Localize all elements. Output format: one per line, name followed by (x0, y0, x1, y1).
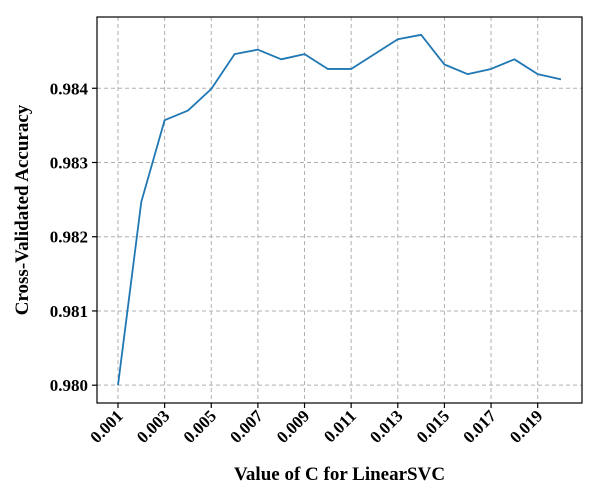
y-tick-label: 0.983 (50, 153, 88, 172)
x-axis-title: Value of C for LinearSVC (234, 464, 445, 485)
y-tick-label: 0.984 (50, 79, 89, 98)
y-tick-label: 0.980 (50, 376, 88, 395)
x-tick-label: 0.007 (226, 406, 267, 447)
x-tick-label: 0.005 (180, 406, 220, 446)
x-tick-label: 0.017 (459, 406, 500, 447)
x-tick-label: 0.009 (273, 406, 313, 446)
y-axis: 0.980 0.981 0.982 0.983 0.984 (50, 79, 97, 395)
x-tick-label: 0.011 (320, 406, 360, 446)
x-tick-label: 0.003 (133, 406, 173, 446)
x-tick-label: 0.013 (366, 406, 406, 446)
y-tick-label: 0.982 (50, 228, 88, 247)
x-tick-label: 0.015 (413, 406, 453, 446)
series-layer (117, 33, 562, 386)
grid (97, 17, 582, 403)
x-tick-label: 0.019 (506, 406, 546, 446)
y-tick-label: 0.981 (50, 302, 88, 321)
x-tick-label: 0.001 (86, 406, 126, 446)
x-axis: 0.001 0.003 0.005 0.007 0.009 0.011 0.013 0.015… (86, 403, 547, 447)
plot-frame (96, 16, 583, 404)
series-line (117, 33, 562, 386)
y-axis-title: Cross-Validated Accuracy (12, 104, 33, 315)
